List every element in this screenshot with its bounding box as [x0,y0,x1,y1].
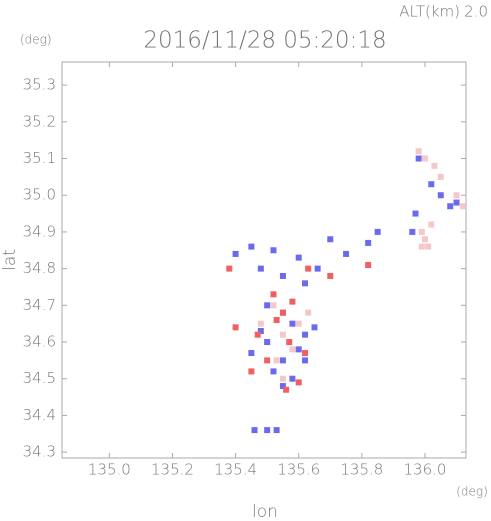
point [305,309,312,316]
point [248,243,255,250]
point [431,162,438,169]
point [428,221,435,228]
x-axis-label: lon [252,502,278,521]
point [257,265,264,272]
point [279,272,286,279]
x-tick-label: 135.8 [340,461,383,479]
y-tick-label: 34.4 [23,406,56,424]
point [302,350,309,357]
point [415,155,422,162]
y-unit: (deg) [20,33,52,47]
point [295,254,302,261]
point [264,302,271,309]
point [437,192,444,199]
point [421,155,428,162]
point [295,346,302,353]
point [302,357,309,364]
point [305,265,312,272]
point [365,239,372,246]
point [279,383,286,390]
point [279,375,286,382]
altitude-value: 2.0 [464,3,488,21]
point [314,265,321,272]
y-tick-label: 34.7 [23,296,56,314]
point [343,250,350,257]
point [248,368,255,375]
point [264,339,271,346]
point [459,203,466,210]
point [447,203,454,210]
point [428,181,435,188]
point [264,427,271,434]
point [453,192,460,199]
point [279,309,286,316]
y-tick-label: 35.0 [23,186,56,204]
point [425,243,432,250]
point [273,317,280,324]
point [374,228,381,235]
x-tick-label: 135.4 [214,461,257,479]
y-tick-label: 34.6 [23,333,56,351]
point [270,247,277,254]
point [289,375,296,382]
point [286,339,293,346]
point [226,265,233,272]
point [273,357,280,364]
point [295,379,302,386]
y-tick-label: 35.1 [23,149,56,167]
y-axis-label: lat [0,249,20,271]
point [409,228,416,235]
chart-title: 2016/11/28 05:20:18 [143,28,386,54]
point [273,427,280,434]
point [232,324,239,331]
point [415,148,422,155]
point [232,250,239,257]
plot-frame [61,61,467,459]
point [365,261,372,268]
point [270,291,277,298]
altitude-label: ALT(km) [399,3,460,21]
point [264,357,271,364]
y-tick-label: 34.5 [23,369,56,387]
point [327,236,334,243]
point [302,331,309,338]
point [437,173,444,180]
y-tick-label: 34.9 [23,222,56,240]
point [412,210,419,217]
point [418,243,425,250]
point [270,302,277,309]
point [248,350,255,357]
y-tick-label: 34.8 [23,259,56,277]
point [257,320,264,327]
point [327,272,334,279]
x-tick-label: 136.0 [403,461,446,479]
x-unit: (deg) [456,485,488,499]
point [453,199,460,206]
point [283,386,290,393]
point [289,298,296,305]
point [421,236,428,243]
point [289,346,296,353]
point [279,331,286,338]
point [254,331,261,338]
x-tick-label: 135.6 [277,461,320,479]
y-tick-label: 34.3 [23,443,56,461]
point [311,324,318,331]
x-tick-label: 135.0 [88,461,131,479]
point [270,368,277,375]
point [295,320,302,327]
point [289,320,296,327]
point [418,228,425,235]
point [251,427,258,434]
y-tick-label: 35.3 [23,76,56,94]
x-tick-label: 135.2 [151,461,194,479]
point [279,357,286,364]
point [257,328,264,335]
point [302,280,309,287]
y-tick-label: 35.2 [23,112,56,130]
